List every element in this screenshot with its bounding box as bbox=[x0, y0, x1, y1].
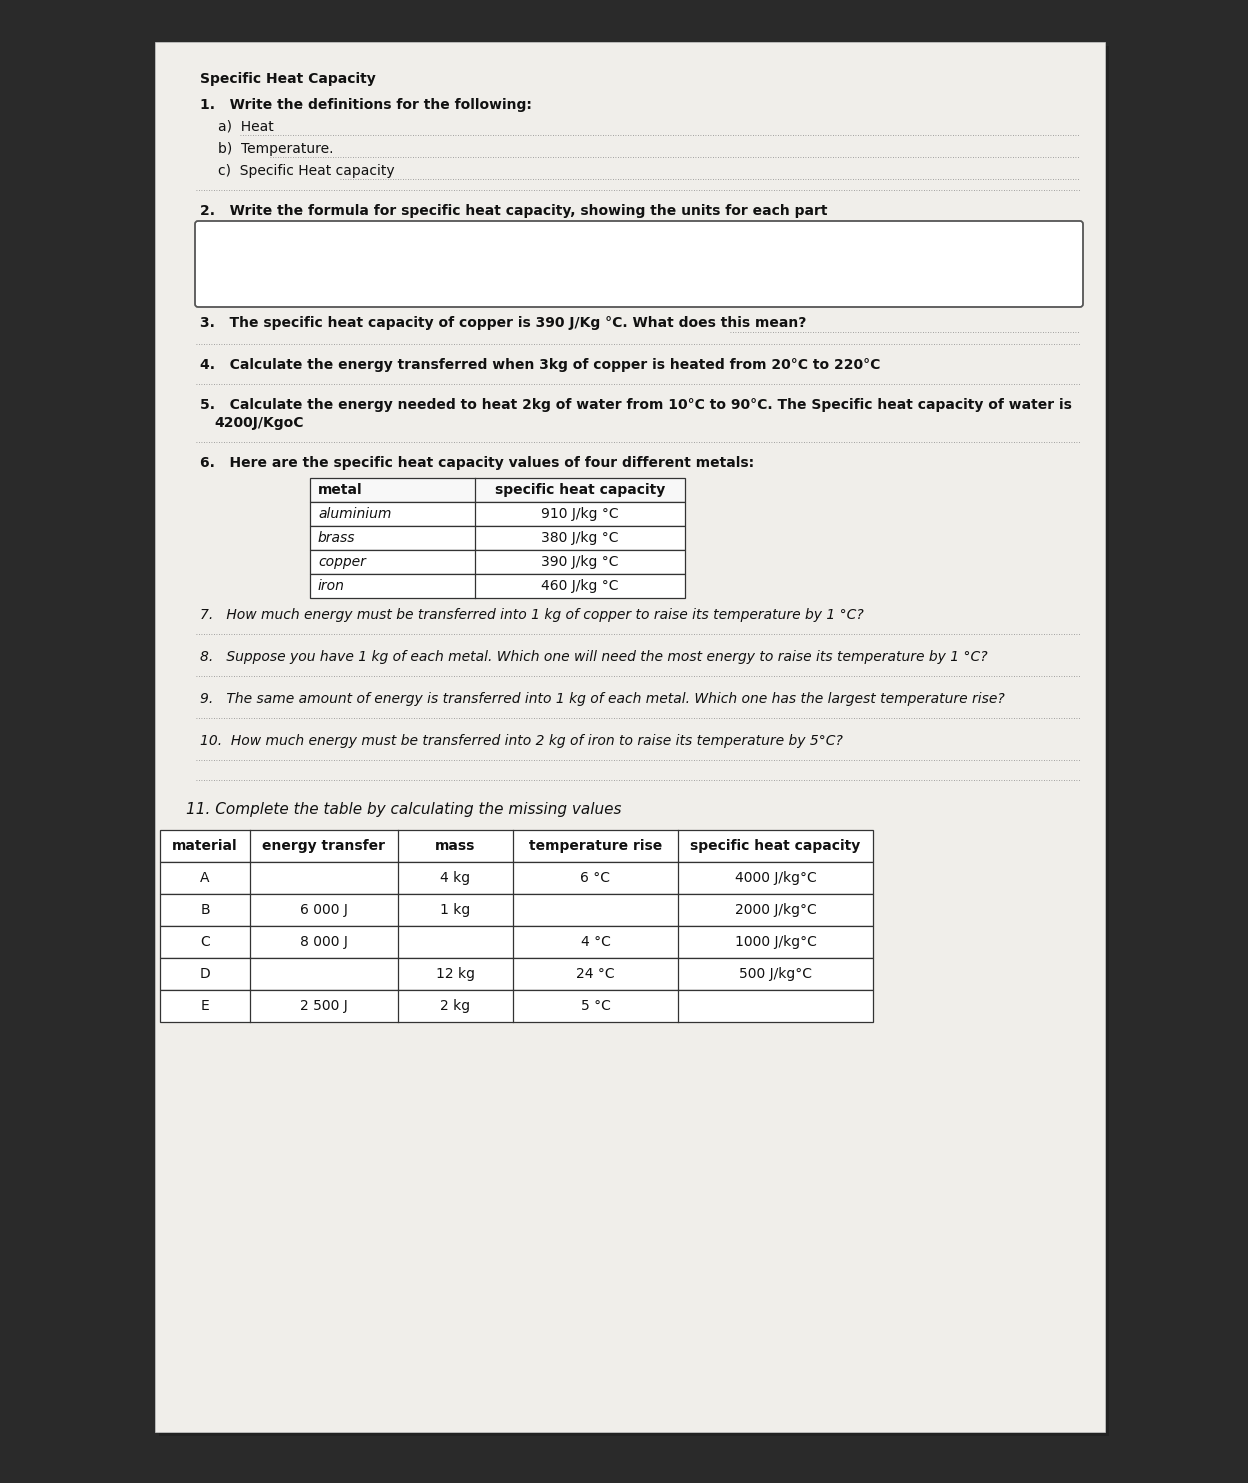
Text: 2 500 J: 2 500 J bbox=[300, 1000, 348, 1013]
Text: 5 °C: 5 °C bbox=[580, 1000, 610, 1013]
Text: 4000 J/kg°C: 4000 J/kg°C bbox=[735, 871, 816, 885]
Text: 4 °C: 4 °C bbox=[580, 934, 610, 949]
Text: E: E bbox=[201, 1000, 210, 1013]
Text: 2.   Write the formula for specific heat capacity, showing the units for each pa: 2. Write the formula for specific heat c… bbox=[200, 205, 827, 218]
Bar bbox=[160, 830, 874, 862]
Text: 11. Complete the table by calculating the missing values: 11. Complete the table by calculating th… bbox=[186, 802, 622, 817]
Text: 4200J/KgoC: 4200J/KgoC bbox=[213, 417, 303, 430]
Text: material: material bbox=[172, 839, 238, 853]
Bar bbox=[310, 574, 685, 598]
Bar bbox=[310, 526, 685, 550]
Text: aluminium: aluminium bbox=[318, 507, 392, 521]
FancyBboxPatch shape bbox=[155, 42, 1104, 1433]
Text: Specific Heat Capacity: Specific Heat Capacity bbox=[200, 73, 376, 86]
Text: c)  Specific Heat capacity: c) Specific Heat capacity bbox=[218, 165, 394, 178]
Text: 7.   How much energy must be transferred into 1 kg of copper to raise its temper: 7. How much energy must be transferred i… bbox=[200, 608, 864, 621]
Text: 1.   Write the definitions for the following:: 1. Write the definitions for the followi… bbox=[200, 98, 532, 113]
Text: mass: mass bbox=[436, 839, 475, 853]
Text: 2000 J/kg°C: 2000 J/kg°C bbox=[735, 903, 816, 916]
Text: metal: metal bbox=[318, 483, 363, 497]
Text: 9.   The same amount of energy is transferred into 1 kg of each metal. Which one: 9. The same amount of energy is transfer… bbox=[200, 693, 1005, 706]
Text: 2 kg: 2 kg bbox=[441, 1000, 470, 1013]
Text: 24 °C: 24 °C bbox=[577, 967, 615, 980]
Bar bbox=[160, 958, 874, 991]
Bar bbox=[160, 991, 874, 1022]
Text: a)  Heat: a) Heat bbox=[218, 120, 273, 133]
Text: 8 000 J: 8 000 J bbox=[300, 934, 348, 949]
FancyBboxPatch shape bbox=[158, 46, 1109, 1436]
Text: specific heat capacity: specific heat capacity bbox=[690, 839, 861, 853]
Bar bbox=[160, 894, 874, 925]
Bar bbox=[310, 503, 685, 526]
Text: 12 kg: 12 kg bbox=[436, 967, 475, 980]
Text: C: C bbox=[200, 934, 210, 949]
Text: 910 J/kg °C: 910 J/kg °C bbox=[542, 507, 619, 521]
Text: 460 J/kg °C: 460 J/kg °C bbox=[542, 578, 619, 593]
Text: 3.   The specific heat capacity of copper is 390 J/Kg °C. What does this mean?: 3. The specific heat capacity of copper … bbox=[200, 316, 806, 331]
Text: A: A bbox=[200, 871, 210, 885]
Bar bbox=[310, 550, 685, 574]
FancyBboxPatch shape bbox=[195, 221, 1083, 307]
Bar bbox=[160, 862, 874, 894]
Text: 5.   Calculate the energy needed to heat 2kg of water from 10°C to 90°C. The Spe: 5. Calculate the energy needed to heat 2… bbox=[200, 397, 1072, 412]
Text: 6 °C: 6 °C bbox=[580, 871, 610, 885]
Text: 10.  How much energy must be transferred into 2 kg of iron to raise its temperat: 10. How much energy must be transferred … bbox=[200, 734, 842, 747]
Text: 500 J/kg°C: 500 J/kg°C bbox=[739, 967, 812, 980]
Text: iron: iron bbox=[318, 578, 344, 593]
Text: specific heat capacity: specific heat capacity bbox=[495, 483, 665, 497]
Text: B: B bbox=[200, 903, 210, 916]
Text: 4.   Calculate the energy transferred when 3kg of copper is heated from 20°C to : 4. Calculate the energy transferred when… bbox=[200, 357, 880, 372]
Text: D: D bbox=[200, 967, 211, 980]
Text: 4 kg: 4 kg bbox=[441, 871, 470, 885]
Text: energy transfer: energy transfer bbox=[262, 839, 386, 853]
Text: copper: copper bbox=[318, 555, 366, 569]
Text: 8.   Suppose you have 1 kg of each metal. Which one will need the most energy to: 8. Suppose you have 1 kg of each metal. … bbox=[200, 650, 987, 664]
Text: brass: brass bbox=[318, 531, 356, 544]
Text: 390 J/kg °C: 390 J/kg °C bbox=[542, 555, 619, 569]
Text: 1 kg: 1 kg bbox=[441, 903, 470, 916]
Text: temperature rise: temperature rise bbox=[529, 839, 663, 853]
Text: 1000 J/kg°C: 1000 J/kg°C bbox=[735, 934, 816, 949]
Text: 6 000 J: 6 000 J bbox=[300, 903, 348, 916]
Bar bbox=[160, 925, 874, 958]
Text: 380 J/kg °C: 380 J/kg °C bbox=[542, 531, 619, 544]
Text: b)  Temperature.: b) Temperature. bbox=[218, 142, 333, 156]
Bar bbox=[310, 478, 685, 503]
Text: 6.   Here are the specific heat capacity values of four different metals:: 6. Here are the specific heat capacity v… bbox=[200, 455, 754, 470]
